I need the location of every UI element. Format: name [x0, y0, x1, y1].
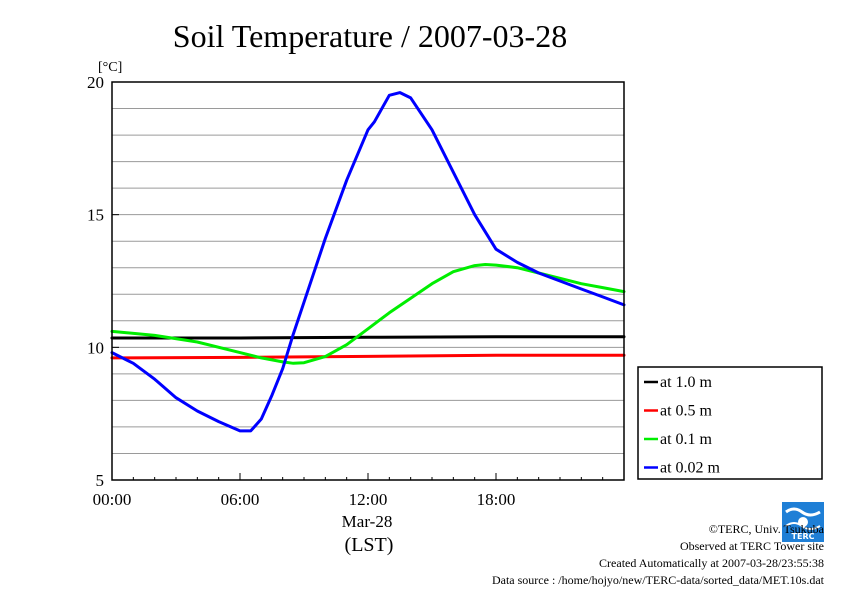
- x-tick-label: 00:00: [93, 490, 132, 509]
- axis-ticks: 00:00 06:00 12:00 18:00 5 10 15 20: [87, 73, 604, 509]
- x-tick-label: 18:00: [477, 490, 516, 509]
- logo-text: TERC: [792, 532, 815, 541]
- legend-label: at 0.5 m: [660, 403, 713, 420]
- x-axis-label: (LST): [345, 534, 394, 556]
- chart-title: Soil Temperature / 2007-03-28: [173, 18, 567, 54]
- terc-logo: TERC: [782, 502, 824, 542]
- source-text: Data source : /home/hojyo/new/TERC-data/…: [491, 573, 824, 587]
- series-line: [110, 263, 626, 365]
- series-line: [110, 353, 626, 360]
- series-lines: [110, 91, 626, 433]
- grid-lines: [112, 108, 624, 454]
- series-line: [110, 335, 626, 340]
- y-axis-label: [°C]: [98, 60, 122, 75]
- site-text: Observed at TERC Tower site: [679, 539, 824, 553]
- legend-label: at 1.0 m: [660, 374, 713, 391]
- legend-box: [637, 366, 823, 480]
- legend: at 1.0 m at 0.5 m at 0.1 m at 0.02 m: [637, 366, 823, 480]
- credit-text: ©TERC, Univ. Tsukuba: [708, 522, 824, 536]
- y-tick-label: 15: [87, 206, 104, 225]
- y-tick-label: 10: [87, 338, 104, 357]
- legend-label: at 0.02 m: [660, 460, 721, 477]
- plot-frame: [111, 81, 625, 481]
- y-tick-label: 20: [87, 73, 104, 92]
- x-tick-label: 12:00: [349, 490, 388, 509]
- created-text: Created Automatically at 2007-03-28/23:5…: [599, 556, 824, 570]
- legend-label: at 0.1 m: [660, 431, 713, 448]
- y-tick-label: 5: [96, 471, 105, 490]
- series-line: [110, 91, 626, 433]
- x-tick-label: 06:00: [221, 490, 260, 509]
- date-label: Mar-28: [342, 512, 393, 531]
